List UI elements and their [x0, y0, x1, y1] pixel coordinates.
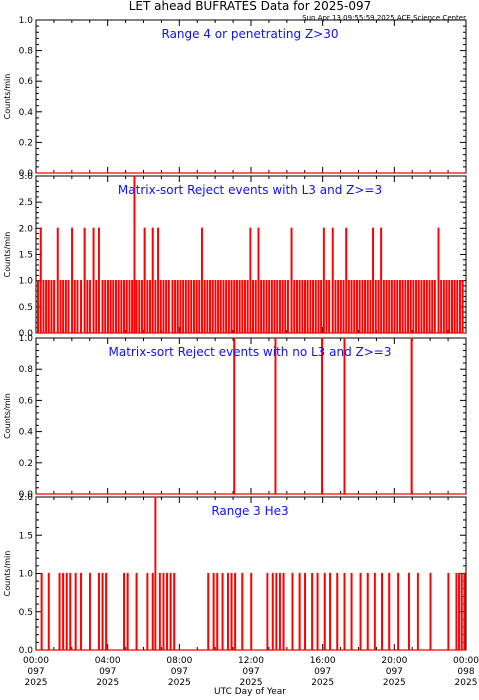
- plot-frame: [35, 337, 467, 495]
- y-tick-label: 1.0: [19, 277, 34, 287]
- x-tick-doy: 097: [386, 667, 403, 677]
- y-tick-label: 0.4: [19, 108, 34, 118]
- series-line: [36, 175, 466, 334]
- y-tick-label: 0.4: [19, 428, 34, 438]
- y-tick-label: 2.0: [19, 224, 34, 234]
- timestamp: Sun Apr 13 09:55:59 2025 ACE Science Cen…: [302, 14, 466, 22]
- y-tick-label: 0.2: [19, 138, 33, 148]
- y-tick-label: 0.6: [19, 396, 34, 406]
- x-tick-year: 2025: [455, 678, 478, 688]
- y-tick-label: 0.5: [19, 608, 33, 618]
- x-tick-doy: 097: [242, 667, 259, 677]
- panel-1: 0.0 0.2 0.4 0.6 0.8 1.0 Counts/min Range 4 or p…: [3, 16, 467, 179]
- series-line: [36, 337, 466, 495]
- x-tick-year: 2025: [383, 678, 406, 688]
- x-axis: 00:00097202504:00097202508:00097202512:0…: [23, 656, 479, 688]
- panels: 0.0 0.2 0.4 0.6 0.8 1.0 Counts/min Range 4 or p…: [3, 16, 467, 656]
- y-axis-label: Counts/min: [3, 551, 12, 597]
- panel-title: Matrix-sort Reject events with no L3 and…: [109, 345, 392, 359]
- y-tick-label: 0.0: [19, 646, 34, 656]
- y-tick-label: 0.0: [19, 329, 34, 339]
- x-tick-time: 20:00: [381, 656, 407, 666]
- y-tick-label: 0.2: [19, 459, 33, 469]
- y-tick-label: 1.0: [19, 16, 34, 26]
- x-tick-year: 2025: [311, 678, 334, 688]
- x-tick-time: 00:00: [453, 656, 479, 666]
- x-axis-label: UTC Day of Year: [214, 687, 286, 697]
- x-tick-time: 12:00: [238, 656, 264, 666]
- y-tick-label: 0.5: [19, 303, 33, 313]
- x-tick-year: 2025: [168, 678, 191, 688]
- x-tick-doy: 097: [99, 667, 116, 677]
- y-tick-label: 0.0: [19, 490, 34, 500]
- x-tick-time: 04:00: [95, 656, 121, 666]
- x-tick-year: 2025: [96, 678, 119, 688]
- y-tick-label: 0.8: [19, 365, 34, 375]
- y-tick-label: 1.5: [19, 251, 33, 261]
- y-tick-label: 1.5: [19, 531, 33, 541]
- y-tick-label: 3.0: [19, 172, 34, 182]
- panel-title: Range 3 He3: [211, 504, 288, 518]
- x-tick-time: 00:00: [23, 656, 49, 666]
- x-tick-year: 2025: [25, 678, 48, 688]
- y-tick-label: 1.0: [19, 334, 34, 344]
- y-tick-label: 0.0: [19, 169, 34, 179]
- x-tick-doy: 097: [27, 667, 44, 677]
- panel-title: Matrix-sort Reject events with L3 and Z>…: [118, 183, 382, 197]
- panel-3: 0.0 0.2 0.4 0.6 0.8 1.0 Counts/min Matrix-sort …: [3, 334, 467, 500]
- y-tick-label: 0.8: [19, 47, 34, 57]
- y-axis-label: Counts/min: [3, 393, 12, 439]
- x-tick-doy: 097: [171, 667, 188, 677]
- x-tick-time: 08:00: [166, 656, 192, 666]
- y-tick-label: 2.5: [19, 198, 33, 208]
- panel-2: 0.0 0.5 1.0 1.5 2.0 2.5 3.0 Counts/min Matrix-so…: [3, 172, 467, 339]
- y-tick-label: 0.6: [19, 77, 34, 87]
- plot-frame: [35, 19, 467, 174]
- y-axis-label: Counts/min: [3, 232, 12, 278]
- x-tick-year: 2025: [240, 678, 263, 688]
- panel-title: Range 4 or penetrating Z>30: [162, 27, 339, 41]
- panel-4: 0.0 0.5 1.0 1.5 2.0 Counts/min Range 3 He3: [3, 493, 467, 656]
- x-tick-time: 16:00: [310, 656, 336, 666]
- y-axis-label: Counts/min: [3, 74, 12, 120]
- y-tick-label: 2.0: [19, 493, 34, 503]
- x-tick-doy: 098: [457, 667, 474, 677]
- figure-title: LET ahead BUFRATES Data for 2025-097: [129, 0, 371, 13]
- y-tick-label: 1.0: [19, 570, 34, 580]
- x-tick-doy: 097: [314, 667, 331, 677]
